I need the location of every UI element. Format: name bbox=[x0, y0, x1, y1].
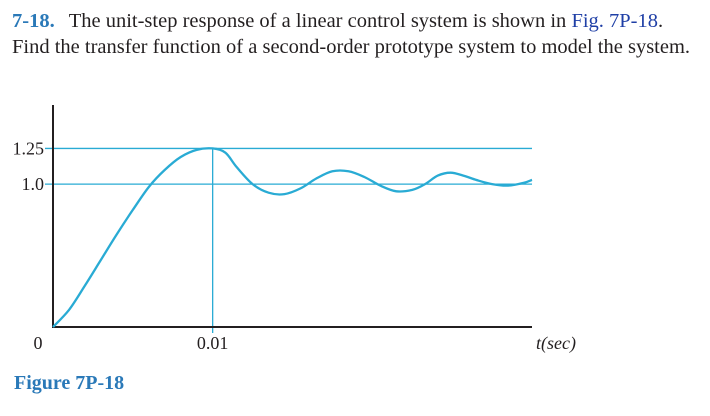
x-tick-label: 0.01 bbox=[197, 333, 229, 353]
reference-lines bbox=[45, 147, 532, 333]
x-tick-label: 0 bbox=[34, 333, 43, 353]
problem-statement: 7-18. The unit-step response of a linear … bbox=[12, 8, 702, 60]
step-response-curve bbox=[52, 147, 533, 328]
step-response-chart: 1.0 1.25 0 0.01 t(sec) bbox=[13, 105, 576, 354]
problem-number: 7-18. bbox=[12, 10, 55, 32]
figure-caption: Figure 7P-18 bbox=[14, 372, 125, 394]
tick-labels: 1.0 1.25 0 0.01 bbox=[13, 138, 229, 353]
problem-text-continued: . Find the transfer function of a second… bbox=[12, 10, 691, 58]
problem-text: The unit-step response of a linear contr… bbox=[68, 10, 572, 32]
y-tick-label: 1.25 bbox=[13, 138, 45, 158]
y-tick-label: 1.0 bbox=[22, 174, 45, 194]
x-axis-label: t(sec) bbox=[536, 333, 576, 354]
figure-reference-link[interactable]: Fig. 7P-18 bbox=[571, 10, 659, 32]
